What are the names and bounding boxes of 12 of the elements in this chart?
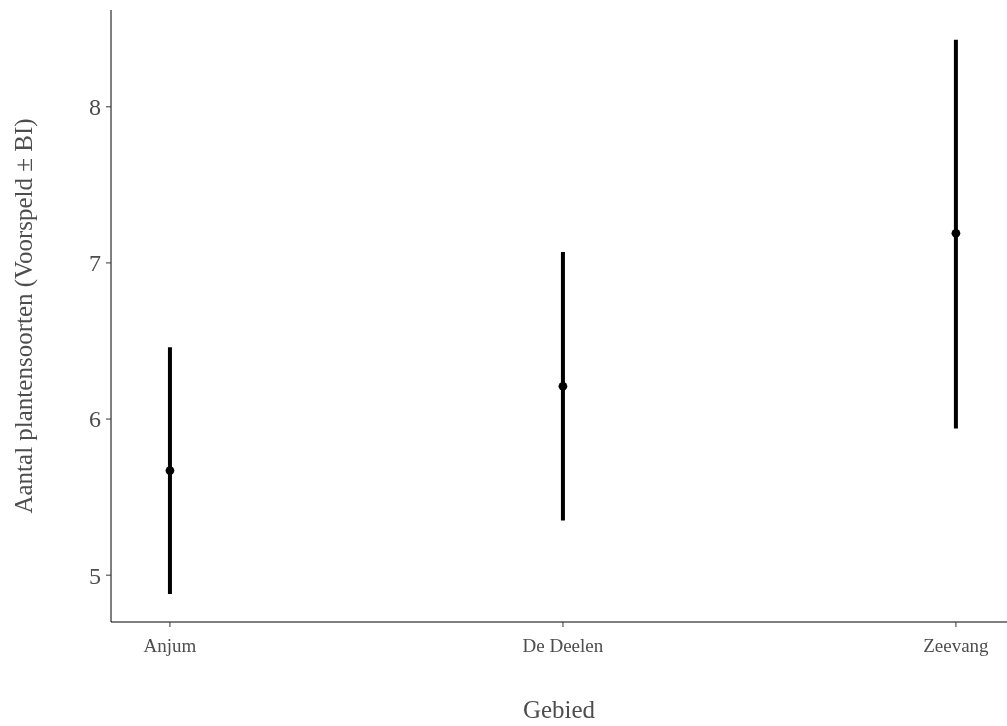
point: [558, 381, 568, 391]
point: [951, 228, 961, 238]
x-axis-title: Gebied: [522, 696, 596, 723]
y-axis-title: Aantal plantensoorten (Voorspeld ± BI): [10, 118, 38, 514]
y-tick-label: 7: [89, 250, 101, 277]
point: [165, 466, 175, 475]
x-tick-label: Zeevang: [923, 635, 990, 656]
y-tick-label: 5: [89, 562, 101, 589]
x-tick-label: De Deelen: [522, 635, 604, 656]
y-tick-label: 6: [89, 406, 101, 433]
y-tick-label: 8: [89, 94, 101, 121]
x-tick-label: Anjum: [143, 635, 197, 656]
